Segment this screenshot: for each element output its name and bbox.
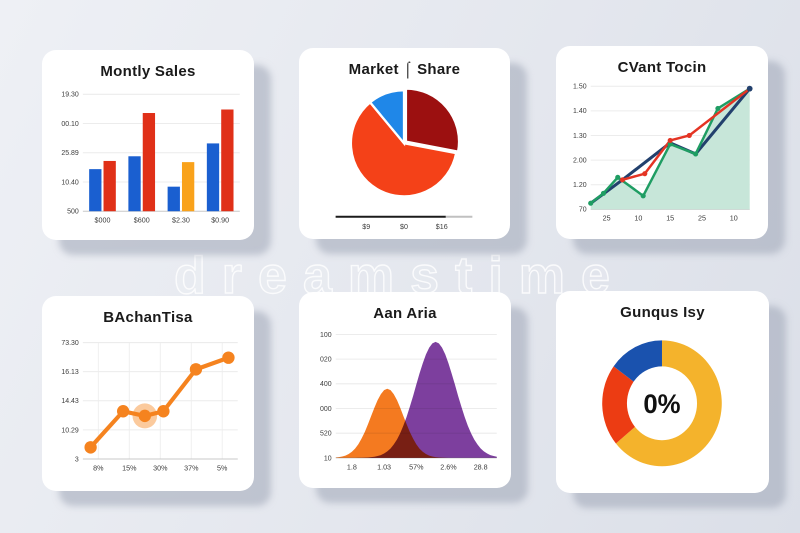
svg-text:3: 3 bbox=[75, 456, 79, 463]
svg-text:500: 500 bbox=[67, 209, 79, 216]
card-cvant-tocin: CVant Tocin 1.50 1.40 1.30 2.00 1.20 70 25 10 15… bbox=[556, 46, 768, 239]
svg-text:$0.90: $0.90 bbox=[211, 217, 229, 225]
svg-text:2.00: 2.00 bbox=[573, 157, 587, 164]
bar-chart: 19.30 00.10 25.89 10.40 500 $000 $600 $2.30 $0.9… bbox=[48, 82, 248, 238]
donut-chart: 0% bbox=[562, 323, 763, 488]
svg-text:15%: 15% bbox=[122, 463, 137, 472]
svg-text:2.6%: 2.6% bbox=[440, 462, 457, 471]
svg-text:14.43: 14.43 bbox=[61, 398, 79, 405]
svg-text:19.30: 19.30 bbox=[61, 92, 79, 99]
area-chart: 100 020 400 000 520 10 1.8 1.03 57% 2.6% 28.8 bbox=[305, 324, 505, 483]
card-bachantisa: BAchanTisa 8% 15% 30% 37% 5% 73.30 16.13 14.43 1… bbox=[42, 296, 254, 491]
line-chart: 1.50 1.40 1.30 2.00 1.20 70 25 10 15 25 10 bbox=[562, 78, 762, 234]
card-gunqus-isy: Gunqus Isy 0% bbox=[556, 291, 769, 493]
svg-text:30%: 30% bbox=[153, 463, 168, 472]
svg-text:$16: $16 bbox=[436, 223, 448, 231]
chart-title-gunqus-isy: Gunqus Isy bbox=[620, 304, 705, 321]
svg-text:400: 400 bbox=[320, 381, 332, 388]
svg-text:1.20: 1.20 bbox=[573, 182, 587, 189]
svg-text:020: 020 bbox=[320, 357, 332, 364]
svg-text:0%: 0% bbox=[643, 388, 680, 419]
svg-text:25: 25 bbox=[698, 215, 706, 223]
svg-text:15: 15 bbox=[666, 215, 674, 223]
svg-text:$2.30: $2.30 bbox=[172, 217, 190, 225]
svg-text:$9: $9 bbox=[362, 223, 370, 231]
svg-text:1.50: 1.50 bbox=[573, 84, 587, 91]
svg-text:1.03: 1.03 bbox=[377, 462, 391, 471]
svg-text:10: 10 bbox=[730, 215, 738, 223]
svg-text:$000: $000 bbox=[95, 217, 111, 225]
svg-text:$600: $600 bbox=[134, 217, 150, 225]
card-market-share: Market ⌠ Share $9 $0 $16 bbox=[299, 48, 510, 239]
pie-chart: $9 $0 $16 bbox=[305, 80, 504, 235]
svg-text:520: 520 bbox=[320, 431, 332, 438]
svg-text:10.29: 10.29 bbox=[61, 427, 79, 434]
chart-title-bachantisa: BAchanTisa bbox=[103, 309, 193, 326]
card-monthly-sales: Montly Sales 19.30 00.10 25.89 10.40 500 $000… bbox=[42, 50, 254, 240]
svg-text:10.40: 10.40 bbox=[61, 179, 79, 186]
svg-text:70: 70 bbox=[579, 207, 587, 214]
card-aan-aria: Aan Aria 100 020 400 000 520 10 1.8 1.03 57% 2.6%… bbox=[299, 292, 511, 488]
chart-title-cvant-tocin: CVant Tocin bbox=[617, 59, 707, 76]
svg-text:25.89: 25.89 bbox=[61, 150, 79, 157]
chart-title-market-share: Market ⌠ Share bbox=[348, 61, 461, 78]
dot-line-chart: 8% 15% 30% 37% 5% 73.30 16.13 14.43 10.29 3 bbox=[48, 328, 248, 486]
svg-text:1.8: 1.8 bbox=[347, 462, 357, 471]
svg-text:28.8: 28.8 bbox=[474, 462, 488, 471]
svg-text:25: 25 bbox=[603, 215, 611, 223]
svg-text:$0: $0 bbox=[400, 223, 408, 231]
svg-text:10: 10 bbox=[634, 215, 642, 223]
svg-text:1.40: 1.40 bbox=[573, 108, 587, 115]
svg-text:57%: 57% bbox=[409, 462, 424, 471]
svg-text:100: 100 bbox=[320, 332, 332, 339]
chart-title-monthly-sales: Montly Sales bbox=[100, 63, 196, 80]
svg-text:8%: 8% bbox=[93, 463, 104, 472]
svg-text:000: 000 bbox=[320, 406, 332, 413]
svg-text:73.30: 73.30 bbox=[61, 340, 79, 347]
chart-title-aan-aria: Aan Aria bbox=[373, 305, 437, 322]
svg-text:37%: 37% bbox=[184, 463, 199, 472]
svg-text:16.13: 16.13 bbox=[61, 369, 79, 376]
svg-text:5%: 5% bbox=[217, 463, 228, 472]
svg-text:1.30: 1.30 bbox=[573, 133, 587, 140]
svg-text:00.10: 00.10 bbox=[61, 121, 79, 128]
svg-text:10: 10 bbox=[324, 455, 332, 462]
